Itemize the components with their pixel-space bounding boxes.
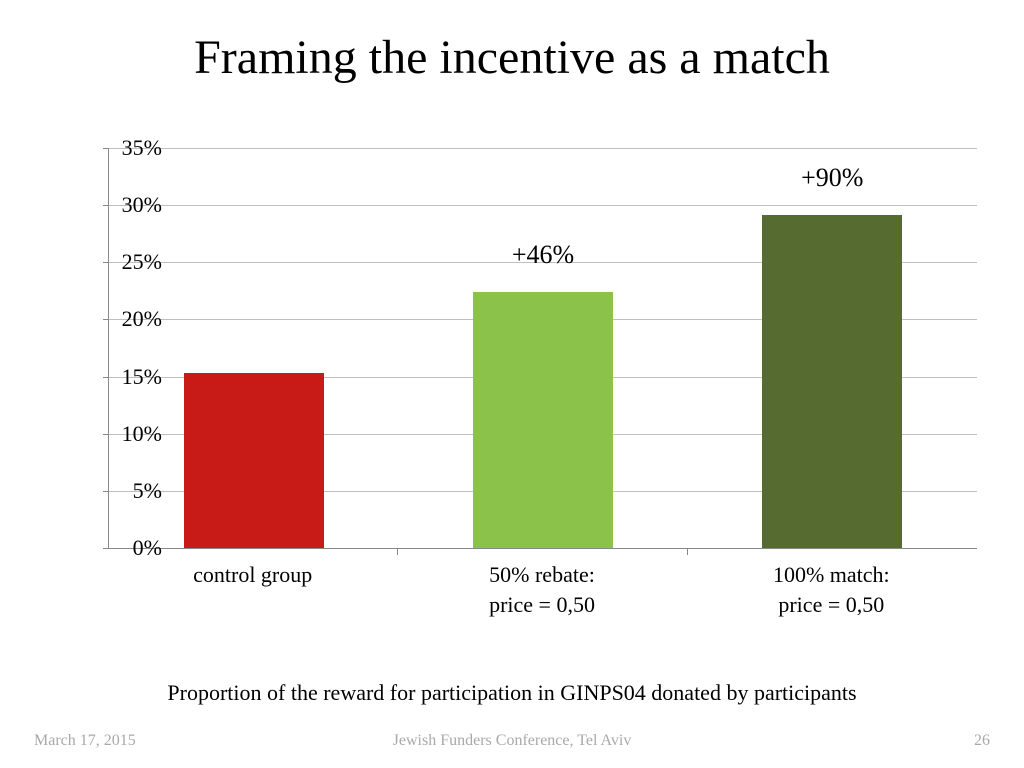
y-tick-label: 35%: [107, 135, 162, 161]
grid-line: [109, 205, 977, 206]
x-category-separator: [687, 548, 688, 555]
bar-chart: +46% +90% control group50% rebate: price …: [48, 130, 978, 620]
slide: Framing the incentive as a match +46% +90…: [0, 0, 1024, 768]
slide-footer: March 17, 2015 Jewish Funders Conference…: [0, 726, 1024, 750]
y-tick-label: 0%: [107, 535, 162, 561]
x-axis-labels: control group50% rebate: price = 0,50100…: [108, 560, 976, 620]
y-tick-label: 15%: [107, 364, 162, 390]
footer-venue: Jewish Funders Conference, Tel Aviv: [0, 732, 1024, 750]
chart-caption: Proportion of the reward for participati…: [0, 680, 1024, 706]
y-tick-label: 30%: [107, 192, 162, 218]
bar: [473, 292, 613, 548]
y-tick-label: 5%: [107, 478, 162, 504]
slide-title: Framing the incentive as a match: [0, 30, 1024, 85]
bar-annotation: +46%: [443, 240, 643, 270]
y-tick-label: 25%: [107, 249, 162, 275]
x-axis-label: 50% rebate: price = 0,50: [397, 560, 687, 619]
x-category-separator: [397, 548, 398, 555]
plot-area: +46% +90%: [108, 148, 977, 549]
x-axis-label: 100% match: price = 0,50: [686, 560, 976, 619]
footer-page-number: 26: [974, 732, 990, 750]
bar-annotation: +90%: [732, 163, 932, 193]
y-tick-label: 10%: [107, 421, 162, 447]
bar: [184, 373, 324, 548]
y-tick-label: 20%: [107, 306, 162, 332]
x-axis-label: control group: [108, 560, 398, 590]
grid-line: [109, 148, 977, 149]
bar: [762, 215, 902, 548]
